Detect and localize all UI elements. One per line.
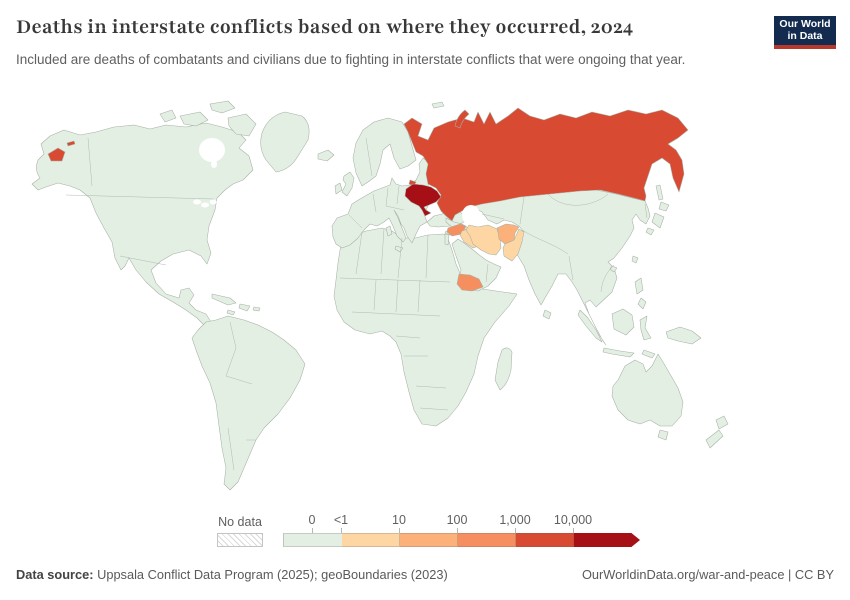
legend-bin-0[interactable] xyxy=(283,533,342,547)
islands-europe[interactable] xyxy=(317,101,453,253)
islands-southeast-asia[interactable] xyxy=(577,277,656,359)
country-russia-chukotka[interactable] xyxy=(47,140,76,162)
legend-tick-label: 10,000 xyxy=(553,513,593,527)
landmass-australia[interactable] xyxy=(611,353,684,427)
page-subtitle: Included are deaths of combatants and ci… xyxy=(16,52,686,67)
legend-tick xyxy=(399,528,400,533)
owid-url-link[interactable]: OurWorldinData.org/war-and-peace xyxy=(581,567,785,582)
owid-logo-text: Our World in Data xyxy=(779,18,831,42)
landmass-africa[interactable] xyxy=(333,227,518,427)
footer-right: OurWorldinData.org/war-and-peace | CC BY xyxy=(582,567,834,582)
island-new-guinea[interactable] xyxy=(665,326,702,345)
region-levant-coast[interactable] xyxy=(444,233,450,246)
world-map xyxy=(0,98,850,510)
legend-tick xyxy=(457,528,458,533)
great-lakes xyxy=(193,199,201,205)
license-label: | CC BY xyxy=(784,567,834,582)
legend-bin-lt1[interactable] xyxy=(342,533,400,547)
legend-tick xyxy=(573,528,574,533)
islands-japan[interactable] xyxy=(645,201,670,236)
legend-tick-label: <1 xyxy=(333,513,349,527)
country-pakistan[interactable] xyxy=(502,228,525,262)
legend-tick-label: 0 xyxy=(308,513,316,527)
legend-bin-10000-plus[interactable] xyxy=(574,533,640,547)
landmass-scandinavia[interactable] xyxy=(352,117,417,187)
choropleth-svg xyxy=(31,100,729,491)
great-lakes xyxy=(201,202,209,208)
legend-tick-label: 100 xyxy=(446,513,468,527)
islands-caribbean[interactable] xyxy=(211,293,261,316)
owid-logo[interactable]: Our World in Data xyxy=(774,16,836,45)
map-legend: No data 0 <1 10 100 1,000 10,000 xyxy=(0,512,850,554)
page-title: Deaths in interstate conflicts based on … xyxy=(16,14,634,40)
great-lakes xyxy=(209,199,217,205)
legend-bin-100[interactable] xyxy=(458,533,516,547)
country-borders xyxy=(65,137,648,471)
legend-tick xyxy=(515,528,516,533)
legend-tick xyxy=(341,528,342,533)
island-tasmania[interactable] xyxy=(657,429,669,441)
landmass-arctic-islands[interactable] xyxy=(159,100,257,137)
islands-new-zealand[interactable] xyxy=(705,415,729,449)
country-afghanistan[interactable] xyxy=(496,223,520,245)
country-russia[interactable] xyxy=(403,107,689,222)
no-data-label: No data xyxy=(218,515,262,529)
data-source-note: Data source: Uppsala Conflict Data Progr… xyxy=(16,567,448,582)
hudson-bay xyxy=(199,138,225,162)
island-madagascar[interactable] xyxy=(494,347,513,391)
legend-color-bar xyxy=(283,533,640,547)
country-russia-novaya-zemlya[interactable] xyxy=(454,109,470,129)
islands-south-asia[interactable] xyxy=(542,255,639,320)
legend-bin-10[interactable] xyxy=(400,533,458,547)
country-yemen[interactable] xyxy=(456,273,484,292)
data-source-prefix: Data source: xyxy=(16,567,94,582)
no-data-swatch[interactable] xyxy=(217,533,263,547)
landmass-north-america[interactable] xyxy=(31,122,254,333)
owid-logo-accent-bar xyxy=(774,45,836,49)
island-greenland[interactable] xyxy=(260,111,310,173)
country-iran[interactable] xyxy=(465,224,502,256)
legend-bin-1000[interactable] xyxy=(516,533,574,547)
james-bay xyxy=(211,160,217,168)
country-ukraine[interactable] xyxy=(404,183,442,217)
legend-tick-label: 10 xyxy=(392,513,406,527)
legend-tick-label: 1,000 xyxy=(499,513,531,527)
legend-tick xyxy=(312,528,313,533)
island-sakhalin[interactable] xyxy=(655,184,664,201)
landmass-south-america[interactable] xyxy=(191,315,306,491)
data-source-text: Uppsala Conflict Data Program (2025); ge… xyxy=(93,567,448,582)
caspian-sea xyxy=(462,205,480,225)
